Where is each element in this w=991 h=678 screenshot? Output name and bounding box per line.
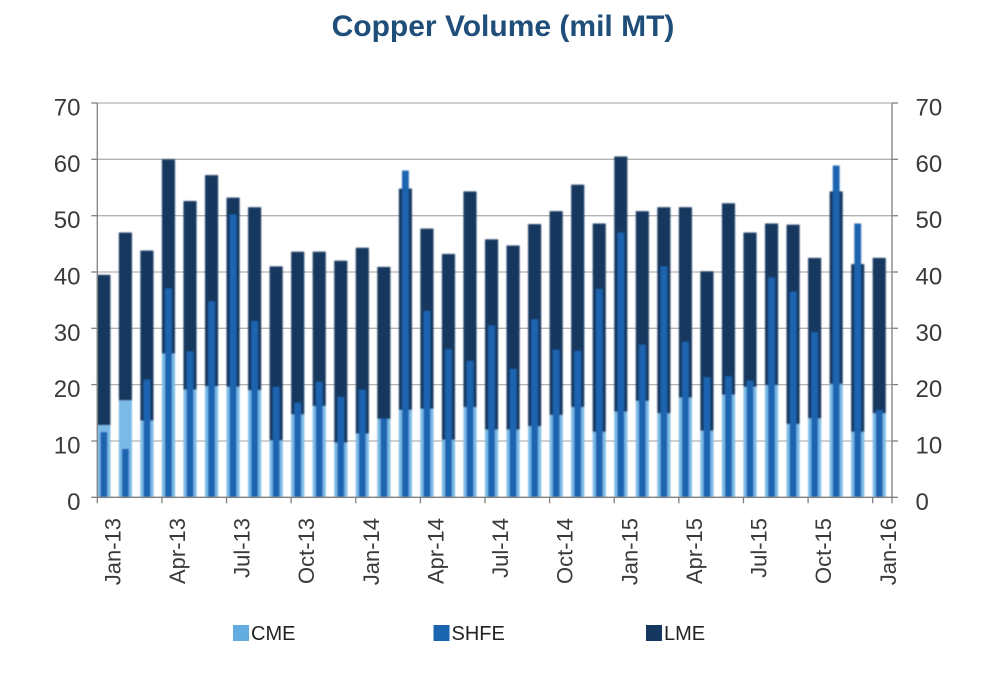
svg-text:10: 10 <box>54 433 81 460</box>
svg-text:LME: LME <box>664 623 705 645</box>
svg-text:SHFE: SHFE <box>452 623 505 645</box>
svg-text:Jul-13: Jul-13 <box>230 518 255 578</box>
svg-text:60: 60 <box>54 151 81 178</box>
svg-text:Oct-14: Oct-14 <box>553 518 578 584</box>
svg-text:Copper Volume (mil MT): Copper Volume (mil MT) <box>332 10 675 43</box>
svg-text:40: 40 <box>916 264 943 291</box>
svg-text:Apr-13: Apr-13 <box>165 518 190 584</box>
svg-text:10: 10 <box>916 433 943 460</box>
svg-text:Apr-15: Apr-15 <box>682 518 707 584</box>
svg-text:30: 30 <box>54 320 81 347</box>
svg-text:Jul-14: Jul-14 <box>488 518 513 578</box>
svg-text:0: 0 <box>916 489 929 516</box>
svg-text:50: 50 <box>916 207 943 234</box>
svg-text:20: 20 <box>916 376 943 403</box>
svg-text:Oct-15: Oct-15 <box>811 518 836 584</box>
svg-text:CME: CME <box>251 623 295 645</box>
svg-text:40: 40 <box>54 264 81 291</box>
svg-text:Apr-14: Apr-14 <box>423 518 448 584</box>
svg-text:70: 70 <box>916 95 943 122</box>
svg-text:70: 70 <box>54 95 81 122</box>
svg-text:20: 20 <box>54 376 81 403</box>
svg-text:50: 50 <box>54 207 81 234</box>
svg-text:0: 0 <box>67 489 80 516</box>
svg-text:Jan-15: Jan-15 <box>617 518 642 585</box>
svg-text:Jul-15: Jul-15 <box>747 518 772 578</box>
svg-text:Oct-13: Oct-13 <box>294 518 319 584</box>
svg-text:Jan-14: Jan-14 <box>359 518 384 585</box>
svg-text:60: 60 <box>916 151 943 178</box>
svg-text:Jan-16: Jan-16 <box>876 518 901 585</box>
svg-text:Jan-13: Jan-13 <box>100 518 125 585</box>
svg-text:30: 30 <box>916 320 943 347</box>
